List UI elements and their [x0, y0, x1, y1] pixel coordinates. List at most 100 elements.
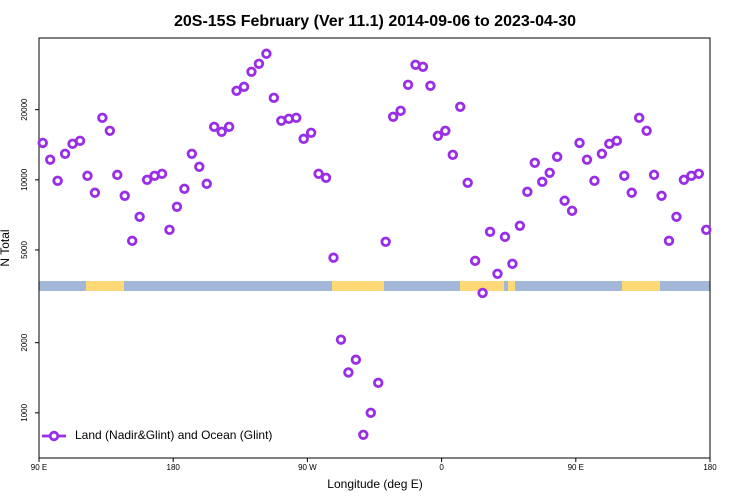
data-point: [313, 168, 324, 180]
data-point: [514, 220, 526, 231]
data-point: [291, 112, 302, 124]
data-point: [417, 61, 429, 72]
data-point: [529, 157, 540, 168]
data-point: [223, 121, 235, 133]
data-point: [507, 258, 518, 270]
data-point: [425, 80, 436, 91]
data-point: [440, 125, 451, 136]
y-tick-label: 20000: [20, 98, 29, 121]
data-point: [59, 148, 71, 159]
data-point: [387, 111, 399, 122]
data-point: [298, 133, 309, 145]
data-point: [134, 211, 145, 222]
data-point: [365, 407, 376, 419]
data-point: [238, 81, 250, 93]
data-point: [209, 121, 220, 133]
data-point: [395, 105, 406, 117]
data-point: [596, 148, 608, 159]
legend-marker: [48, 430, 60, 442]
data-point: [373, 377, 384, 389]
data-point: [499, 231, 511, 243]
y-tick-label: 10000: [20, 168, 29, 191]
data-point: [44, 154, 56, 165]
y-tick-label: 1000: [20, 403, 29, 421]
y-axis-label: N Total: [0, 229, 12, 266]
x-axis-label: Longitude (deg E): [327, 477, 422, 491]
data-point: [37, 137, 48, 149]
data-point: [544, 167, 555, 178]
data-point: [320, 172, 332, 184]
data-point: [663, 235, 675, 247]
x-tick-label: 180: [167, 463, 181, 472]
data-point: [97, 112, 108, 124]
data-point: [231, 85, 242, 96]
data-point: [432, 130, 444, 141]
land-ocean-strip: [39, 281, 710, 291]
data-point: [551, 151, 563, 163]
data-point: [589, 175, 600, 187]
data-point: [492, 268, 503, 280]
data-point: [89, 187, 101, 198]
data-point: [693, 168, 705, 180]
y-tick-label: 5000: [20, 241, 29, 259]
data-point: [305, 127, 317, 139]
y-tick-label: 2000: [20, 333, 29, 351]
data-point: [648, 169, 660, 181]
data-point: [343, 367, 354, 378]
data-point: [477, 287, 488, 299]
x-tick-label: 90 W: [298, 463, 317, 472]
data-point: [462, 177, 473, 188]
chart-title: 20S-15S February (Ver 11.1) 2014-09-06 t…: [174, 13, 576, 30]
data-point: [566, 205, 578, 217]
data-point: [186, 148, 198, 159]
data-point: [484, 226, 496, 238]
data-point: [112, 169, 123, 181]
x-tick-label: 90 E: [568, 463, 584, 472]
data-point: [164, 224, 175, 236]
legend-label: Land (Nadir&Glint) and Ocean (Glint): [75, 428, 272, 442]
data-point: [701, 224, 712, 236]
x-tick-label: 0: [439, 463, 444, 472]
data-point: [119, 190, 130, 201]
data-point: [537, 176, 548, 188]
data-point: [611, 135, 623, 147]
data-point: [350, 354, 362, 365]
data-point: [402, 79, 414, 90]
x-tick-label: 180: [703, 463, 717, 472]
data-point: [581, 154, 593, 165]
data-point: [201, 178, 212, 190]
data-point: [641, 125, 652, 136]
data-point: [328, 252, 339, 263]
data-point: [82, 170, 93, 182]
data-point: [171, 201, 183, 212]
data-point: [678, 174, 690, 186]
data-point: [656, 190, 667, 201]
data-point: [455, 101, 466, 113]
data-point: [156, 168, 168, 180]
data-point: [559, 195, 570, 206]
data-point: [522, 186, 533, 198]
data-point: [253, 58, 265, 69]
data-point: [52, 175, 63, 187]
data-point: [380, 236, 391, 247]
data-point: [619, 170, 630, 182]
data-point: [246, 66, 257, 77]
data-point: [216, 126, 227, 137]
data-point: [447, 149, 458, 161]
data-point: [126, 235, 138, 247]
data-point: [74, 135, 86, 147]
data-point: [268, 92, 280, 104]
data-point: [141, 174, 153, 186]
data-point: [626, 187, 637, 198]
data-point: [335, 334, 347, 345]
data-point: [574, 137, 585, 149]
data-point: [104, 125, 116, 136]
data-point: [671, 211, 682, 222]
data-point: [194, 161, 205, 173]
data-point: [358, 429, 369, 440]
plot-frame: [38, 37, 711, 459]
x-tick-label: 90 E: [31, 463, 47, 472]
data-point: [633, 112, 645, 124]
data-point: [469, 255, 481, 267]
